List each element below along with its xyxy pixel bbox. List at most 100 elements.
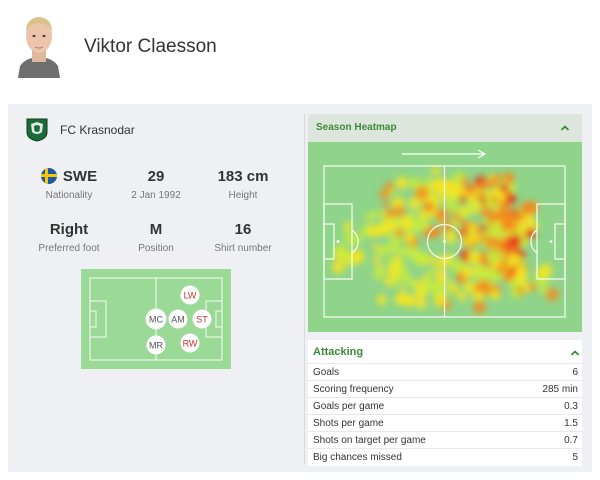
heat-spot bbox=[462, 189, 471, 197]
heat-spot bbox=[475, 267, 488, 280]
stat-row-big-chances-missed: Big chances missed 5 bbox=[308, 448, 582, 465]
heat-spot bbox=[508, 234, 522, 248]
age-value: 29 bbox=[147, 167, 165, 185]
heat-spot bbox=[403, 279, 410, 286]
heat-spot bbox=[495, 211, 508, 223]
position-marker-rw: RW bbox=[180, 333, 200, 353]
heat-spot bbox=[525, 200, 539, 215]
heat-spot bbox=[487, 249, 501, 263]
heat-spot bbox=[481, 207, 493, 219]
heat-spot bbox=[391, 196, 405, 210]
height-value: 183 cm bbox=[217, 167, 269, 185]
heat-spot bbox=[515, 272, 528, 285]
svg-text:AM: AM bbox=[171, 315, 185, 325]
heat-spot bbox=[457, 292, 467, 301]
player-details-panel: FC Krasnodar SWE Nationality 29 2 Jan 19… bbox=[8, 104, 304, 472]
heat-spot bbox=[489, 289, 500, 300]
shirt-number-value: 16 bbox=[234, 220, 252, 238]
birthdate-label: 2 Jan 1992 bbox=[131, 190, 181, 201]
heat-spot bbox=[383, 202, 391, 209]
heat-spot bbox=[452, 183, 465, 196]
heat-spot bbox=[433, 293, 447, 307]
heat-spot bbox=[473, 283, 483, 293]
heat-spot bbox=[435, 263, 442, 270]
preferred-foot-stat: Right Preferred foot bbox=[24, 219, 114, 255]
nationality-stat: SWE Nationality bbox=[24, 166, 114, 201]
stat-label: Shots per game bbox=[313, 417, 384, 429]
nationality-label: Nationality bbox=[45, 190, 93, 201]
heat-spot bbox=[387, 258, 396, 268]
heat-spot bbox=[372, 255, 380, 263]
stat-label: Scoring frequency bbox=[313, 383, 394, 395]
age-stat: 29 2 Jan 1992 bbox=[111, 166, 201, 202]
heat-spot bbox=[421, 275, 429, 283]
stat-value: 0.3 bbox=[564, 400, 578, 412]
heat-spot bbox=[486, 178, 497, 189]
player-profile-card: FC Krasnodar SWE Nationality 29 2 Jan 19… bbox=[8, 104, 592, 472]
heat-spot bbox=[452, 260, 465, 272]
heat-spot bbox=[442, 178, 454, 191]
heat-spot bbox=[403, 232, 415, 244]
heat-spot bbox=[502, 270, 513, 281]
position-marker-st: ST bbox=[192, 309, 212, 329]
heat-spot bbox=[494, 238, 509, 252]
heat-spot bbox=[398, 247, 408, 258]
heat-spot bbox=[502, 172, 515, 185]
heat-spot bbox=[473, 300, 486, 314]
heat-spot bbox=[368, 210, 378, 220]
heat-spot bbox=[471, 288, 485, 302]
sweden-flag-icon bbox=[40, 168, 57, 184]
heat-spot bbox=[337, 247, 351, 261]
heat-spot bbox=[373, 267, 386, 280]
stat-row-goals: Goals 6 bbox=[308, 363, 582, 380]
heat-spot bbox=[487, 270, 497, 280]
stat-row-shots-per-game: Shots per game 1.5 bbox=[308, 414, 582, 431]
heat-spot bbox=[520, 213, 535, 228]
heat-spot bbox=[384, 181, 394, 192]
position-label: Position bbox=[138, 243, 174, 254]
heat-spot bbox=[399, 269, 411, 281]
heat-spot bbox=[505, 192, 517, 204]
heat-spot bbox=[474, 177, 483, 186]
position-marker-mc: MC bbox=[146, 309, 166, 329]
heat-spot bbox=[448, 283, 458, 293]
stat-row-shots-on-target: Shots on target per game 0.7 bbox=[308, 431, 582, 448]
team-link[interactable]: FC Krasnodar bbox=[26, 118, 135, 142]
heat-spot bbox=[506, 218, 519, 231]
stat-value: 0.7 bbox=[564, 434, 578, 446]
heat-spot bbox=[444, 231, 457, 244]
heat-spot bbox=[422, 201, 435, 213]
team-logo-icon bbox=[26, 118, 48, 142]
heat-spot bbox=[378, 298, 385, 306]
stat-value: 285 min bbox=[542, 383, 578, 395]
heat-spot bbox=[539, 286, 547, 294]
position-value: M bbox=[149, 220, 163, 238]
heat-spot bbox=[463, 272, 471, 280]
heat-spot bbox=[399, 287, 407, 295]
stat-label: Big chances missed bbox=[313, 451, 402, 463]
heat-spot bbox=[416, 298, 427, 309]
heat-spot bbox=[397, 294, 409, 306]
attacking-table: Goals 6 Scoring frequency 285 min Goals … bbox=[308, 363, 582, 465]
chevron-up-icon[interactable] bbox=[569, 347, 581, 359]
player-name: Viktor Claesson bbox=[84, 36, 217, 57]
heat-spot bbox=[453, 177, 462, 186]
heat-spot bbox=[462, 236, 474, 247]
position-marker-am: AM bbox=[168, 309, 188, 329]
heat-spot bbox=[467, 223, 478, 233]
nationality-value: SWE bbox=[62, 167, 98, 185]
heat-spot bbox=[489, 227, 499, 238]
heat-spot bbox=[350, 249, 365, 264]
positions-pitch: LW MC AM ST MR RW bbox=[81, 269, 231, 369]
heat-spot bbox=[498, 229, 508, 239]
heat-spot bbox=[377, 245, 389, 257]
attacking-title: Attacking bbox=[313, 346, 364, 358]
heat-spot bbox=[408, 197, 421, 210]
chevron-up-icon[interactable] bbox=[559, 122, 571, 134]
heat-spot bbox=[528, 283, 537, 292]
heatmap-header[interactable]: Season Heatmap bbox=[308, 114, 582, 142]
stat-row-scoring-frequency: Scoring frequency 285 min bbox=[308, 380, 582, 397]
heat-spot bbox=[521, 226, 528, 233]
stat-value: 6 bbox=[572, 366, 578, 378]
preferred-foot-label: Preferred foot bbox=[38, 243, 100, 254]
